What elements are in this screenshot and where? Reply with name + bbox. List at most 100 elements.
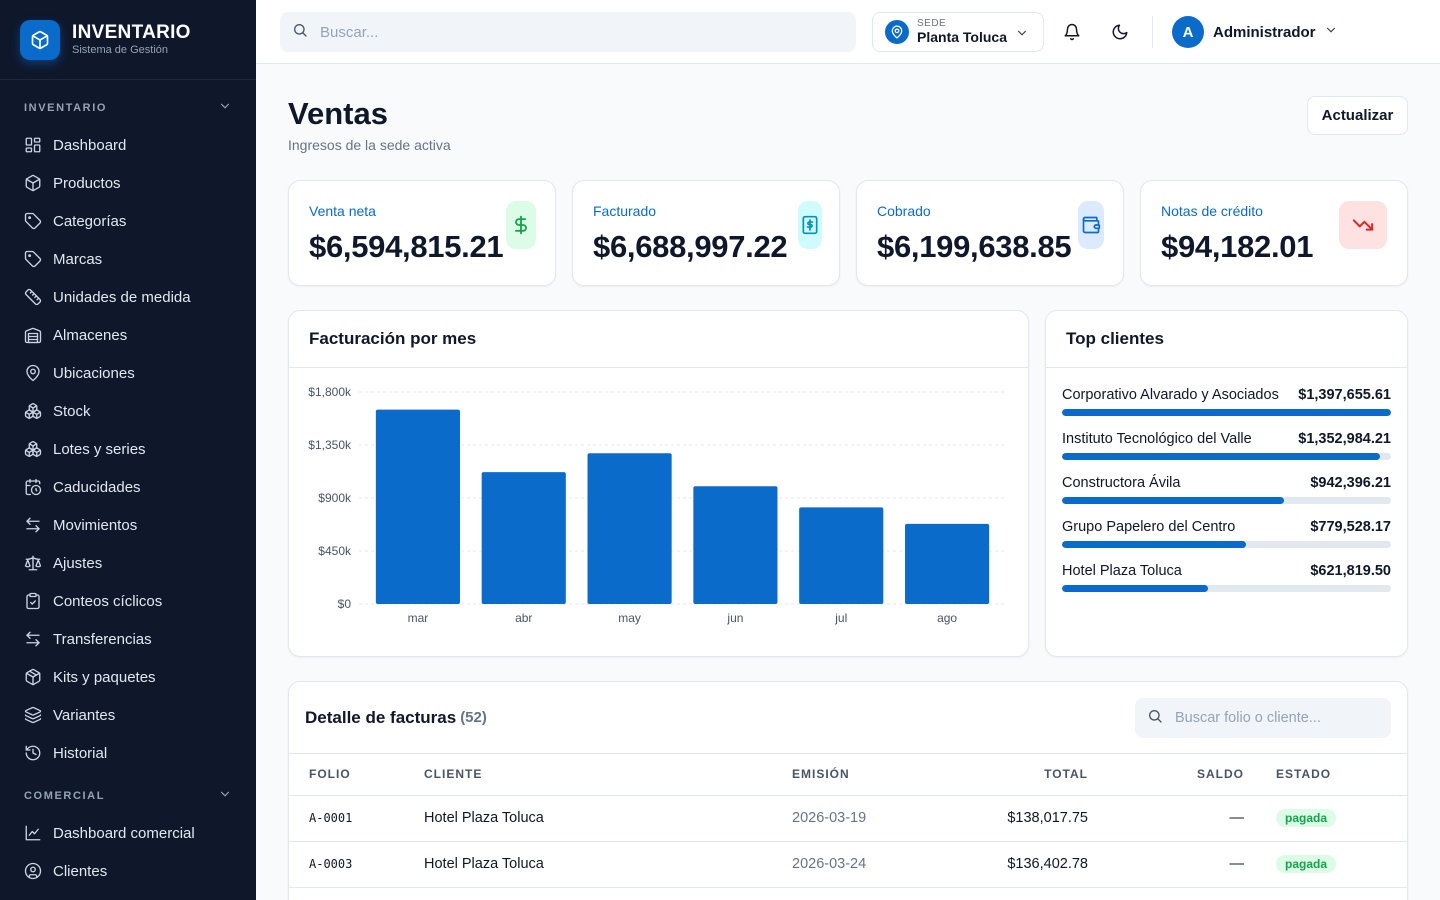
- map-pin-icon: [885, 20, 909, 44]
- cell-estado: pagada: [1244, 795, 1407, 842]
- kpi-card-cobrado: Cobrado $6,199,638.85: [856, 180, 1124, 286]
- sidebar-item-productos[interactable]: Productos: [0, 164, 256, 202]
- sidebar-item-caducidades[interactable]: Caducidades: [0, 468, 256, 506]
- sidebar-item-label: Stock: [53, 402, 91, 420]
- sidebar-item-transferencias[interactable]: Transferencias: [0, 620, 256, 658]
- table-row[interactable]: A-0001 Hotel Plaza Toluca 2026-03-19 $13…: [289, 795, 1407, 842]
- global-search-input[interactable]: [320, 23, 820, 41]
- sidebar-item-label: Almacenes: [53, 326, 128, 344]
- kpi-card-venta-neta: Venta neta $6,594,815.21: [288, 180, 556, 286]
- package-icon: [24, 668, 53, 686]
- sidebar-item-ubicaciones[interactable]: Ubicaciones: [0, 354, 256, 392]
- sidebar-item-dashboard[interactable]: Dashboard: [0, 126, 256, 164]
- nav-section-inventario[interactable]: INVENTARIO: [0, 98, 256, 118]
- top-clients-card: Top clientes Corporativo Alvarado y Asoc…: [1045, 310, 1408, 657]
- sidebar-item-conteos-cíclicos[interactable]: Conteos cíclicos: [0, 582, 256, 620]
- cell-folio: A-0003: [289, 841, 424, 888]
- column-header-folio[interactable]: FOLIO: [289, 754, 424, 796]
- status-badge: pagada: [1276, 855, 1337, 873]
- tag-icon: [24, 212, 53, 230]
- chart-card-title: Facturación por mes: [289, 311, 1028, 368]
- line-chart-icon: [24, 824, 53, 842]
- arrows-swap-icon: [24, 630, 53, 648]
- cell-estado: pagada: [1244, 841, 1407, 888]
- sidebar-item-almacenes[interactable]: Almacenes: [0, 316, 256, 354]
- client-total: $779,528.17: [1310, 519, 1391, 535]
- invoice-search[interactable]: [1135, 698, 1391, 738]
- sidebar-item-label: Historial: [53, 744, 108, 762]
- bar-mar[interactable]: [375, 409, 460, 604]
- client-share-fill: [1062, 585, 1209, 592]
- kpi-value: $94,182.01: [1161, 229, 1314, 264]
- column-header-saldo[interactable]: SALDO: [1088, 754, 1244, 796]
- nav-section-label: COMERCIAL: [24, 790, 106, 802]
- kpi-value: $6,688,997.22: [593, 229, 788, 264]
- sidebar-item-label: Ajustes: [53, 554, 103, 572]
- moon-icon[interactable]: [1108, 20, 1132, 44]
- cell-cliente: Hotel Plaza Toluca: [424, 795, 792, 842]
- cube-logo-icon: [20, 19, 60, 60]
- sidebar-item-stock[interactable]: Stock: [0, 392, 256, 430]
- sidebar-item-dashboard-comercial[interactable]: Dashboard comercial: [0, 814, 256, 852]
- clipboard-check-icon: [24, 592, 53, 610]
- sidebar-item-movimientos[interactable]: Movimientos: [0, 506, 256, 544]
- sidebar-item-label: Conteos cíclicos: [53, 592, 163, 610]
- cell-saldo: —: [1088, 795, 1244, 842]
- user-menu[interactable]: A Administrador: [1172, 16, 1338, 48]
- client-total: $1,397,655.61: [1298, 387, 1391, 403]
- bar-abr[interactable]: [481, 472, 566, 604]
- sidebar-item-lotes-y-series[interactable]: Lotes y series: [0, 430, 256, 468]
- invoices-count: (52): [460, 709, 487, 726]
- column-header-cliente[interactable]: CLIENTE: [424, 754, 792, 796]
- sidebar-item-label: Transferencias: [53, 630, 152, 648]
- invoices-card: Detalle de facturas (52) FOLIO CLIENTE E…: [288, 681, 1408, 900]
- sidebar-item-crm[interactable]: CRM: [0, 890, 256, 900]
- sidebar-item-unidades-de-medida[interactable]: Unidades de medida: [0, 278, 256, 316]
- x-tick-label: abr: [515, 611, 532, 625]
- sidebar-item-label: Lotes y series: [53, 440, 146, 458]
- refresh-button[interactable]: Actualizar: [1307, 96, 1408, 135]
- sidebar-item-kits-y-paquetes[interactable]: Kits y paquetes: [0, 658, 256, 696]
- kpi-label: Venta neta: [309, 203, 376, 219]
- page-subtitle: Ingresos de la sede activa: [288, 137, 451, 153]
- sede-value: Planta Toluca: [917, 29, 1007, 45]
- column-header-estado[interactable]: ESTADO: [1244, 754, 1407, 796]
- bell-icon[interactable]: [1060, 20, 1084, 44]
- client-share-fill: [1062, 409, 1391, 416]
- global-search[interactable]: [280, 12, 856, 52]
- client-share-bar: [1062, 453, 1391, 460]
- nav-section-comercial[interactable]: COMERCIAL: [0, 786, 256, 806]
- cell-total: $138,017.75: [932, 795, 1088, 842]
- table-row[interactable]: A-0003 Hotel Plaza Toluca 2026-03-24 $13…: [289, 841, 1407, 888]
- client-share-bar: [1062, 497, 1391, 504]
- bar-ago[interactable]: [905, 523, 990, 604]
- sidebar-item-marcas[interactable]: Marcas: [0, 240, 256, 278]
- y-tick-label: $1,800k: [308, 385, 352, 399]
- column-header-emision[interactable]: EMISIÓN: [792, 754, 932, 796]
- client-share-fill: [1062, 541, 1246, 548]
- sidebar-nav: INVENTARIO Dashboard Productos Categorías Ma…: [0, 98, 256, 900]
- calendar-clock-icon: [24, 478, 53, 496]
- sidebar-item-historial[interactable]: Historial: [0, 734, 256, 772]
- bar-jul[interactable]: [799, 507, 884, 604]
- client-row: Instituto Tecnológico del Valle $1,352,9…: [1062, 431, 1391, 475]
- brand[interactable]: INVENTARIO Sistema de Gestión: [0, 0, 256, 80]
- sidebar-item-clientes[interactable]: Clientes: [0, 852, 256, 890]
- client-name: Grupo Papelero del Centro: [1062, 519, 1236, 535]
- y-tick-label: $1,350k: [308, 438, 352, 452]
- client-total: $621,819.50: [1310, 563, 1391, 579]
- sidebar-item-ajustes[interactable]: Ajustes: [0, 544, 256, 582]
- search-icon: [292, 22, 308, 43]
- sidebar-item-categorías[interactable]: Categorías: [0, 202, 256, 240]
- bar-jun[interactable]: [693, 486, 778, 604]
- cell-emision: 2026-03-24: [792, 841, 932, 888]
- invoice-search-input[interactable]: [1175, 710, 1375, 726]
- box-icon: [24, 174, 53, 192]
- bar-may[interactable]: [587, 453, 672, 604]
- chevron-down-icon: [1015, 26, 1029, 45]
- map-pin-icon: [24, 364, 53, 382]
- sede-selector[interactable]: SEDE Planta Toluca: [872, 12, 1044, 52]
- wallet-icon: [1078, 201, 1104, 249]
- sidebar-item-variantes[interactable]: Variantes: [0, 696, 256, 734]
- column-header-total[interactable]: TOTAL: [932, 754, 1088, 796]
